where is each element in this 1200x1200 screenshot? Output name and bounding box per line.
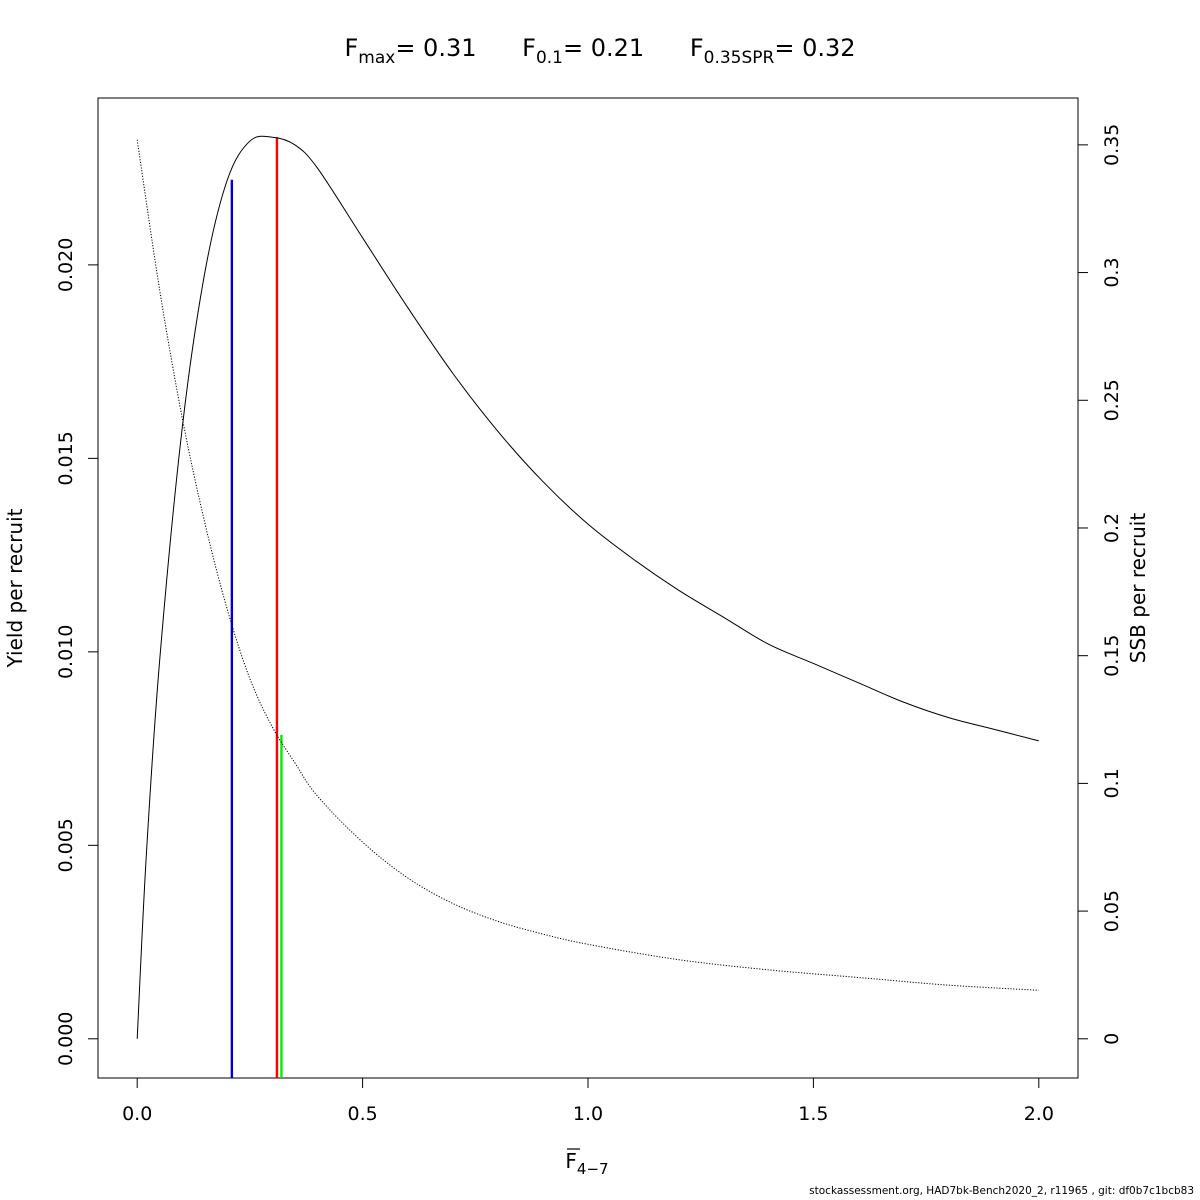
y-left-tick-label: 0.015 (55, 431, 77, 485)
fmax-sub: max (358, 48, 395, 68)
yield-per-recruit-line (136, 135, 1039, 1039)
fmax-symbol: F (344, 34, 358, 62)
y-right-tick-label: 0.35 (1101, 124, 1123, 166)
y-left-tick-label: 0.010 (55, 625, 77, 679)
y-right-tick-label: 0.25 (1101, 379, 1123, 421)
reference-lines (230, 137, 283, 1078)
x-axis-title-sub: 4−7 (577, 1160, 609, 1178)
y-right-tick-label: 0.2 (1101, 513, 1123, 543)
fspr-symbol: F (690, 34, 704, 62)
chart-title: Fmax= 0.31 F0.1= 0.21 F0.35SPR= 0.32 (344, 34, 855, 68)
fspr-sub: 0.35SPR (704, 48, 775, 68)
y-axis-left: 0.000 0.005 0.010 0.015 0.020 (55, 238, 99, 1066)
series-group (136, 135, 1039, 1039)
f01-value: = 0.21 (563, 34, 644, 62)
ssb-per-recruit-line (136, 139, 1039, 991)
f01-symbol: F (522, 34, 536, 62)
x-tick-label: 1.5 (798, 1103, 828, 1125)
x-tick-label: 2.0 (1024, 1103, 1054, 1125)
x-axis: 0.0 0.5 1.0 1.5 2.0 (122, 1077, 1054, 1125)
f01-sub: 0.1 (536, 48, 563, 68)
y-axis-right-title: SSB per recruit (1126, 513, 1150, 664)
y-axis-right: 0 0.05 0.1 0.15 0.2 0.25 0.3 0.35 (1077, 124, 1123, 1045)
x-tick-label: 0.0 (122, 1103, 152, 1125)
x-tick-label: 1.0 (573, 1103, 603, 1125)
y-right-tick-label: 0.05 (1101, 890, 1123, 932)
y-axis-left-title: Yield per recruit (3, 508, 27, 668)
x-axis-title-symbol: F (565, 1149, 577, 1173)
y-right-tick-label: 0 (1101, 1033, 1123, 1045)
y-left-tick-label: 0.000 (55, 1012, 77, 1066)
plot-frame (97, 97, 1079, 1079)
fspr-value: = 0.32 (774, 34, 855, 62)
y-right-tick-label: 0.1 (1101, 768, 1123, 798)
x-tick-label: 0.5 (347, 1103, 377, 1125)
x-axis-title: F4−7 (565, 1148, 609, 1178)
fmax-value: = 0.31 (395, 34, 476, 62)
y-left-tick-label: 0.005 (55, 818, 77, 872)
svg-text:F4−7: F4−7 (565, 1149, 608, 1178)
y-right-tick-label: 0.3 (1101, 257, 1123, 287)
y-right-tick-label: 0.15 (1101, 635, 1123, 677)
y-left-tick-label: 0.020 (55, 238, 77, 292)
footer-credit: stockassessment.org, HAD7bk-Bench2020_2,… (809, 1185, 1194, 1197)
